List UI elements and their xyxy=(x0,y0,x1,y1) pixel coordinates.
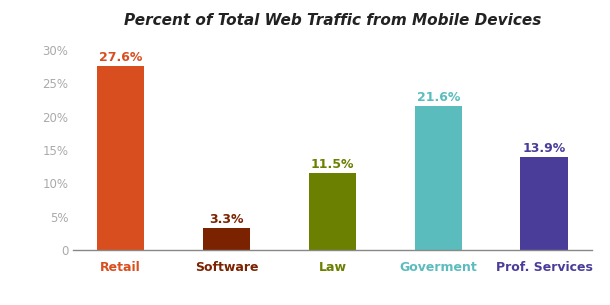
Text: 11.5%: 11.5% xyxy=(310,158,354,171)
Text: 27.6%: 27.6% xyxy=(99,51,142,64)
Bar xyxy=(520,157,568,250)
Bar xyxy=(415,106,462,250)
Text: 3.3%: 3.3% xyxy=(209,213,244,226)
Text: 21.6%: 21.6% xyxy=(417,91,460,104)
Bar xyxy=(309,173,356,250)
Title: Percent of Total Web Traffic from Mobile Devices: Percent of Total Web Traffic from Mobile… xyxy=(124,13,541,28)
Bar xyxy=(97,66,145,250)
Bar xyxy=(203,228,250,250)
Text: 13.9%: 13.9% xyxy=(523,142,566,155)
